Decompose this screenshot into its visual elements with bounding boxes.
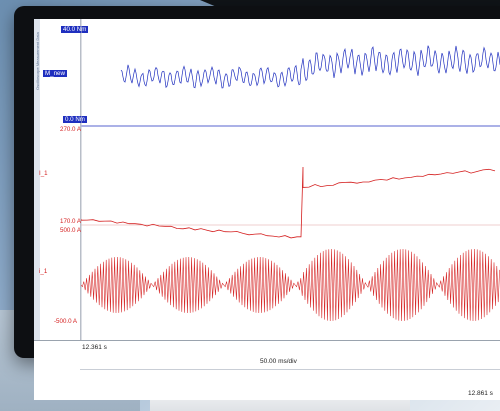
phase-current-trace-line (81, 248, 500, 322)
current-rms-trace-line (81, 166, 496, 239)
channel-m-top-label: 40.0 Nm (61, 26, 89, 33)
channel-m-name[interactable]: M_new (43, 70, 67, 77)
current-rms-trace (81, 166, 496, 239)
time-scrollbar[interactable] (80, 369, 500, 370)
channel-i1-top-label: 270.0 A (60, 126, 81, 133)
time-start-label: 12.361 s (82, 344, 107, 351)
waveform-plot-area[interactable] (81, 19, 500, 340)
phase-current-trace (81, 248, 500, 322)
side-title: Oscilloscope Measurement Data (35, 32, 40, 90)
channel-i1-bottom-label: 170.0 A (60, 218, 81, 225)
channel-i-bottom-label: -500.0 A (54, 318, 78, 325)
channel-i1-name[interactable]: I_1 (39, 170, 48, 177)
channel-i-top-label: 500.0 A (60, 227, 81, 234)
side-toolbar-strip[interactable] (34, 19, 40, 340)
time-end-label: 12.861 s (468, 390, 493, 397)
time-axis-bar: 12.361 s 50.00 ms/div 12.861 s (34, 340, 500, 400)
torque-trace-line (120, 45, 500, 89)
torque-trace (120, 45, 500, 89)
channel-m-bottom-label: 0.0 Nm (63, 116, 87, 123)
channel-label-panel: Oscilloscope Measurement Data 40.0 Nm M_… (34, 19, 89, 340)
monitor-screen: Oscilloscope Measurement Data 40.0 Nm M_… (34, 19, 500, 400)
timebase-label: 50.00 ms/div (260, 358, 297, 365)
channel-i-name[interactable]: i_1 (39, 268, 48, 275)
